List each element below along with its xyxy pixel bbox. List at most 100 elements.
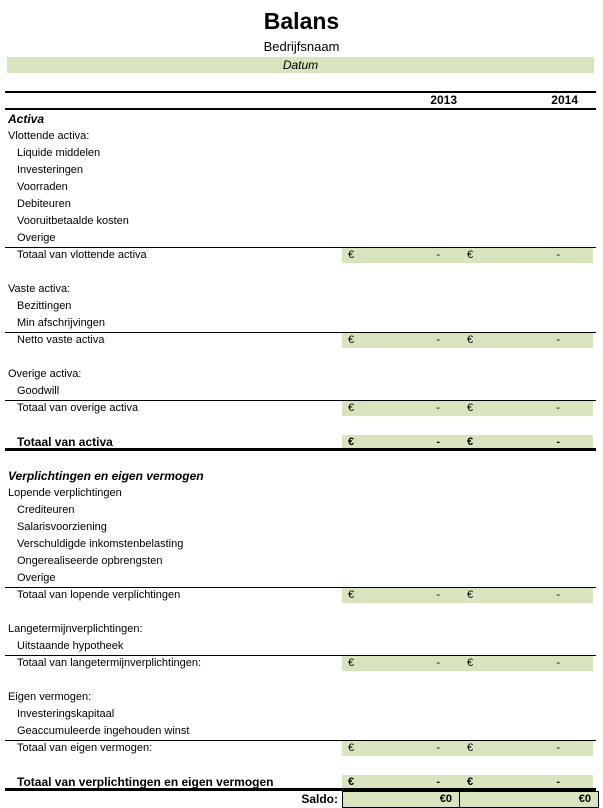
row-label: Investeringskapitaal: [17, 708, 115, 720]
balance-row: [0, 264, 603, 281]
balance-row: Totaal van verplichtingen en eigen vermo…: [0, 774, 603, 791]
balance-row: Debiteuren: [0, 196, 603, 213]
rows: Activa Vlottende activa: Liquide middelen I…: [0, 111, 603, 791]
row-label: Salarisvoorziening: [17, 521, 107, 533]
value-cell-2013[interactable]: € -: [342, 401, 460, 416]
amount-value: -: [556, 436, 560, 448]
value-cell-2014[interactable]: € -: [460, 401, 593, 416]
balance-row: [0, 349, 603, 366]
year-header-2014: 2014: [551, 93, 578, 107]
balance-row: Lopende verplichtingen: [0, 485, 603, 502]
euro-symbol: €: [348, 402, 355, 414]
balance-row: [0, 672, 603, 689]
euro-symbol: €: [348, 589, 355, 601]
balance-row: Totaal van eigen vermogen: € - € -: [0, 740, 603, 757]
value-cell-2014[interactable]: € -: [460, 588, 593, 603]
amount-value: -: [436, 249, 440, 261]
euro-symbol: €: [348, 742, 355, 754]
balance-row: Totaal van langetermijnverplichtingen: € -…: [0, 655, 603, 672]
balance-row: [0, 604, 603, 621]
balance-row: Bezittingen: [0, 298, 603, 315]
balance-row: Salarisvoorziening: [0, 519, 603, 536]
value-cell-2014[interactable]: € -: [460, 741, 593, 756]
value-cell-2013[interactable]: € -: [342, 775, 460, 790]
row-label: Geaccumuleerde ingehouden winst: [17, 725, 190, 737]
value-cell-2014[interactable]: € -: [460, 435, 593, 450]
value-cell-2014[interactable]: € -: [460, 248, 593, 263]
header-rule-top: [5, 91, 596, 93]
row-label: Totaal van eigen vermogen:: [17, 742, 153, 754]
value-cell-2013[interactable]: € -: [342, 588, 460, 603]
row-label: Activa: [8, 112, 45, 126]
row-label: Verschuldigde inkomstenbelasting: [17, 538, 184, 550]
balance-row: Overige: [0, 570, 603, 587]
value-cell-2013[interactable]: € -: [342, 656, 460, 671]
value-cell-2013[interactable]: € -: [342, 741, 460, 756]
balance-row: Eigen vermogen:: [0, 689, 603, 706]
row-label: Bezittingen: [17, 300, 72, 312]
row-label: Totaal van overige activa: [17, 402, 139, 414]
balance-row: [0, 417, 603, 434]
balance-row: Liquide middelen: [0, 145, 603, 162]
row-label: Totaal van verplichtingen en eigen vermo…: [17, 775, 274, 789]
balance-row: Min afschrijvingen: [0, 315, 603, 332]
balance-row: Overige: [0, 230, 603, 247]
amount-value: -: [556, 657, 560, 669]
row-label: Overige activa:: [8, 368, 82, 380]
euro-symbol: €: [467, 742, 474, 754]
row-label: Totaal van vlottende activa: [17, 249, 147, 261]
euro-symbol: €: [467, 657, 474, 669]
row-label: Eigen vermogen:: [8, 691, 92, 703]
balance-row: Overige activa:: [0, 366, 603, 383]
balance-row: Ongerealiseerde opbrengsten: [0, 553, 603, 570]
amount-value: -: [436, 742, 440, 754]
euro-symbol: €: [467, 249, 474, 261]
balance-row: Geaccumuleerde ingehouden winst: [0, 723, 603, 740]
balance-row: Langetermijnverplichtingen:: [0, 621, 603, 638]
saldo-cell-2013: €0: [342, 791, 460, 808]
date-field[interactable]: Datum: [7, 57, 594, 73]
row-label: Debiteuren: [17, 198, 71, 210]
value-cell-2014[interactable]: € -: [460, 333, 593, 348]
row-label: Goodwill: [17, 385, 60, 397]
euro-symbol: €: [348, 436, 355, 448]
row-label: Totaal van langetermijnverplichtingen:: [17, 657, 202, 669]
balance-row: Investeringskapitaal: [0, 706, 603, 723]
row-label: Lopende verplichtingen: [8, 487, 122, 499]
row-label: Min afschrijvingen: [17, 317, 106, 329]
company-name[interactable]: Bedrijfsnaam: [263, 39, 340, 54]
page-title: Balans: [263, 8, 340, 34]
value-cell-2013[interactable]: € -: [342, 248, 460, 263]
row-label: Overige: [17, 572, 56, 584]
balance-row: Uitstaande hypotheek: [0, 638, 603, 655]
euro-symbol: €: [348, 249, 355, 261]
balance-row: Totaal van activa € - € -: [0, 434, 603, 451]
row-label: Totaal van activa: [17, 435, 113, 449]
balance-row: Crediteuren: [0, 502, 603, 519]
row-label: Crediteuren: [17, 504, 75, 516]
row-label: Langetermijnverplichtingen:: [8, 623, 143, 635]
balance-row: Voorraden: [0, 179, 603, 196]
row-label: Voorraden: [17, 181, 68, 193]
value-cell-2013[interactable]: € -: [342, 333, 460, 348]
balance-row: Goodwill: [0, 383, 603, 400]
value-cell-2014[interactable]: € -: [460, 656, 593, 671]
row-label: Investeringen: [17, 164, 84, 176]
amount-value: -: [556, 589, 560, 601]
amount-value: -: [436, 657, 440, 669]
balance-row: Totaal van overige activa € - € -: [0, 400, 603, 417]
euro-symbol: €: [467, 334, 474, 346]
amount-value: -: [556, 334, 560, 346]
euro-symbol: €: [467, 776, 474, 788]
euro-symbol: €: [348, 334, 355, 346]
amount-value: -: [436, 334, 440, 346]
balance-row: Vlottende activa:: [0, 128, 603, 145]
amount-value: -: [436, 402, 440, 414]
euro-symbol: €: [467, 589, 474, 601]
value-cell-2014[interactable]: € -: [460, 775, 593, 790]
balance-row: Vaste activa:: [0, 281, 603, 298]
year-header-2013: 2013: [430, 93, 457, 107]
value-cell-2013[interactable]: € -: [342, 435, 460, 450]
balance-row: Vooruitbetaalde kosten: [0, 213, 603, 230]
